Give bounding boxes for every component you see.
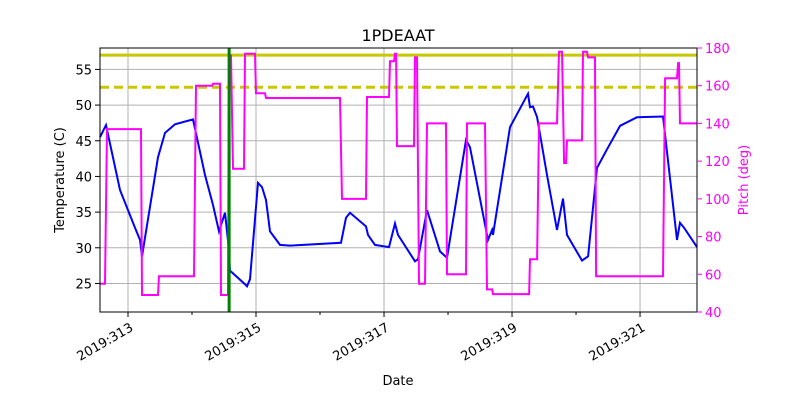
y-tick-label: 35 (75, 206, 92, 221)
x-axis-label: Date (382, 374, 413, 389)
y2-tick-label: 160 (705, 80, 730, 95)
pitch-series-line (100, 50, 697, 296)
y2-tick-label: 120 (705, 155, 730, 170)
y-tick-label: 50 (75, 99, 92, 114)
y2-tick-label: 80 (705, 231, 722, 246)
y2-tick-label: 60 (705, 268, 722, 283)
y-tick-label: 40 (75, 170, 92, 185)
x-tick-label: 2019:321 (587, 320, 648, 364)
y-axis-label: Temperature (C) (53, 127, 68, 234)
x-tick-label: 2019:319 (459, 320, 520, 364)
x-tick-label: 2019:315 (203, 320, 264, 364)
x-tick-label: 2019:313 (75, 320, 136, 364)
y2-tick-label: 100 (705, 193, 730, 208)
y2-tick-label: 140 (705, 117, 730, 132)
x-tick-label: 2019:317 (331, 320, 392, 364)
chart-title: 1PDEAAT (361, 26, 434, 45)
plot-frame (99, 47, 698, 313)
y-tick-label: 25 (75, 277, 92, 292)
y-tick-label: 55 (75, 63, 92, 78)
temperature-series-line (99, 90, 698, 289)
y-tick-label: 45 (75, 135, 92, 150)
y2-tick-label: 40 (705, 306, 722, 321)
y2-axis-label: Pitch (deg) (737, 145, 752, 215)
y2-tick-label: 180 (705, 42, 730, 57)
y-tick-label: 30 (75, 242, 92, 257)
